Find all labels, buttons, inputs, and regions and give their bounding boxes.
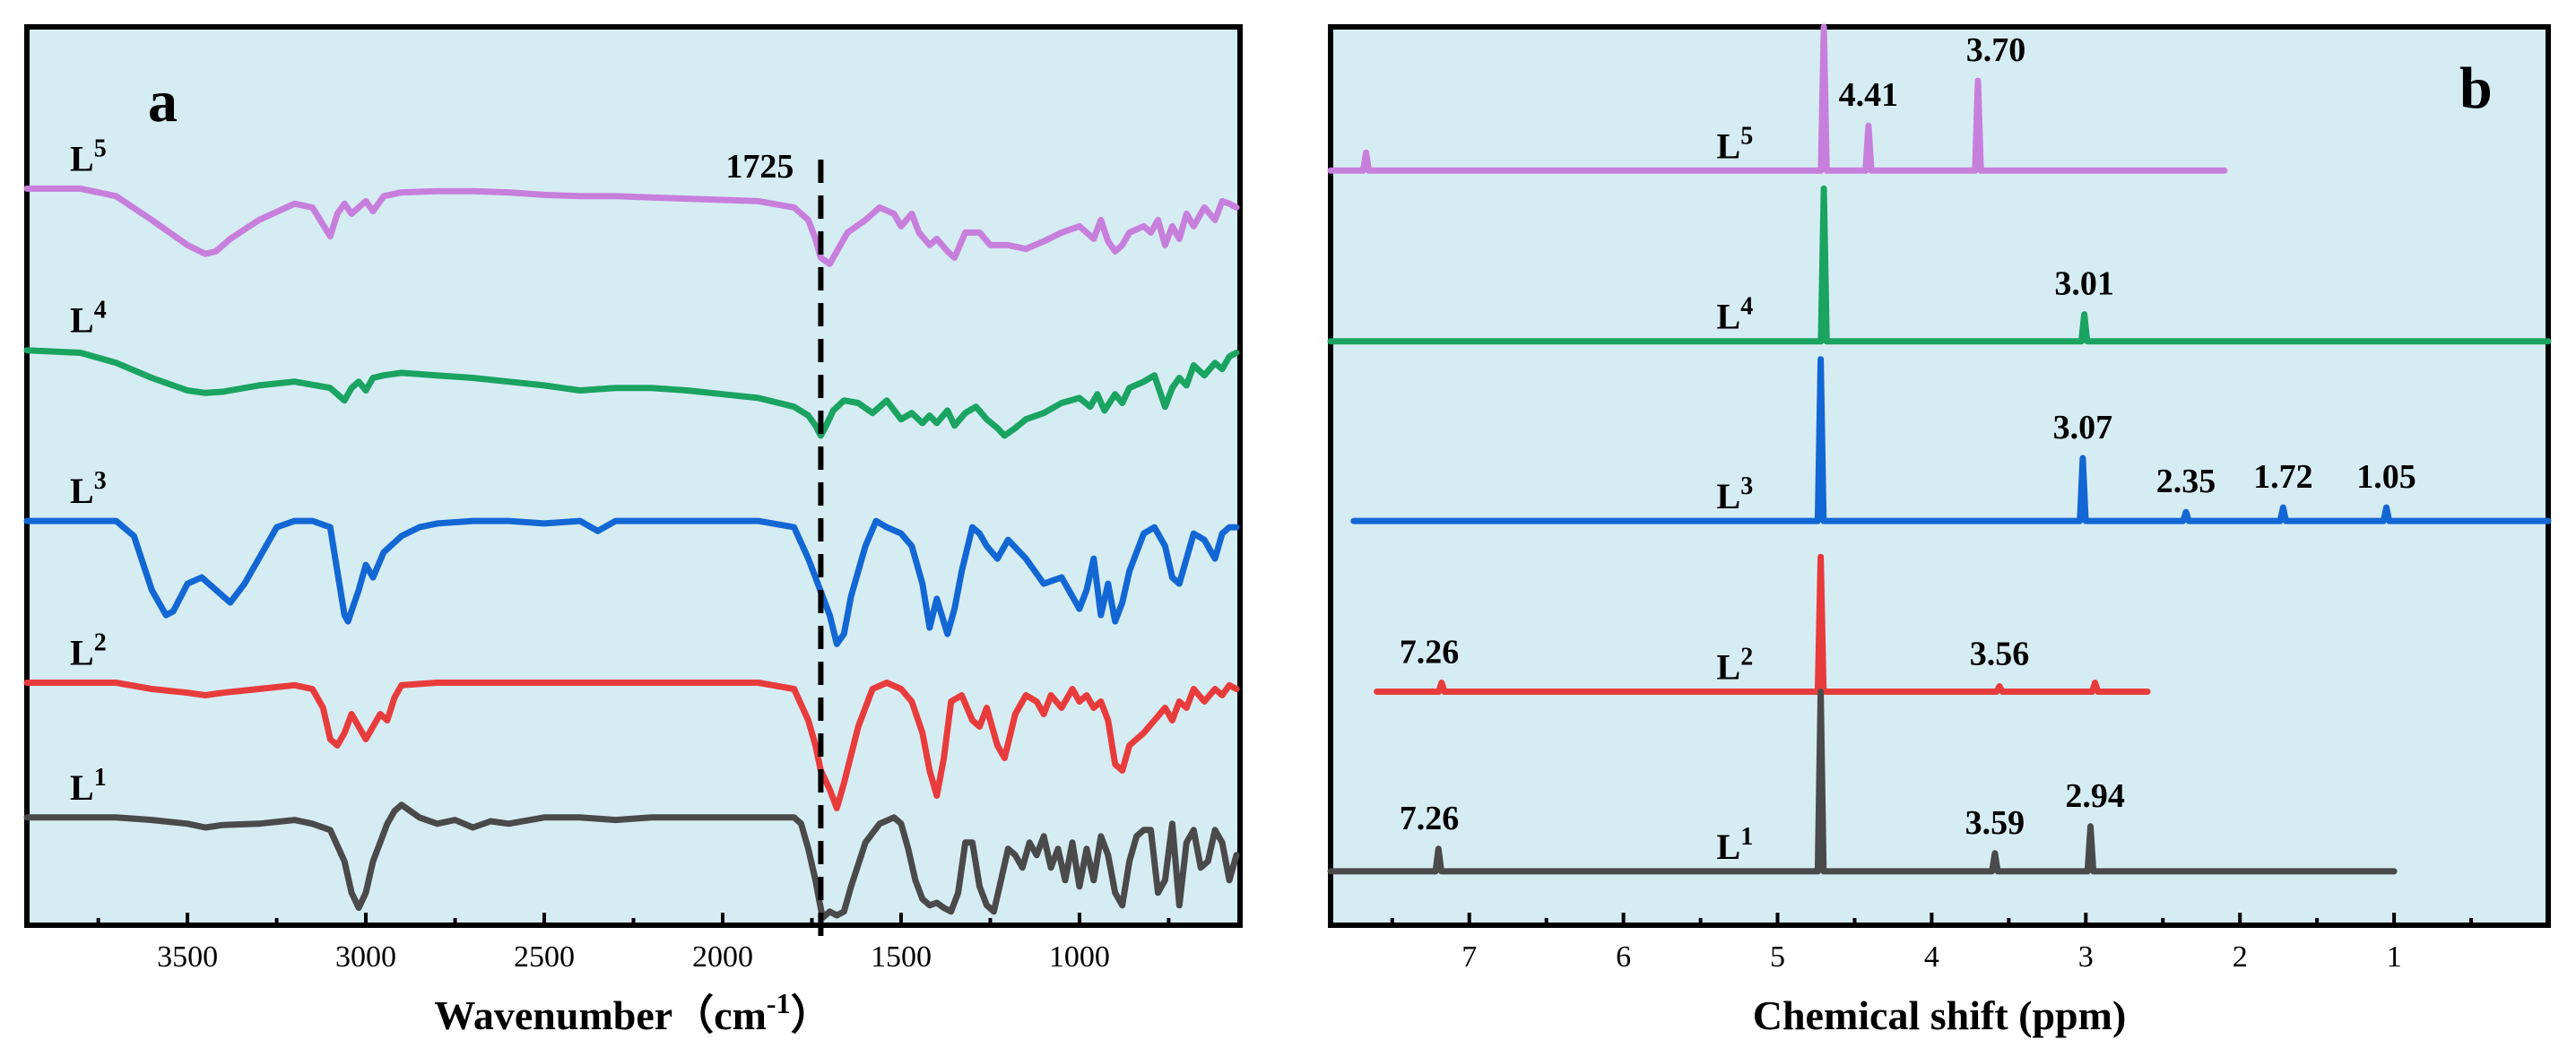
a-series-label-L3: L3	[70, 467, 107, 511]
b-peak-label: 4.41	[1839, 76, 1899, 114]
a-series-label-L1-sup: 1	[94, 764, 107, 792]
panel-b-x-axis-title: Chemical shift (ppm)	[1753, 992, 2127, 1038]
a-series-label-L1: L1	[70, 764, 107, 808]
panel-a-x-axis-title-main: Wavenumber（cm	[434, 992, 767, 1038]
b-series-label-L4-letter: L	[1717, 297, 1741, 337]
a-series-L5-line	[23, 185, 1240, 267]
a-series-label-L3-letter: L	[70, 471, 94, 511]
panel-a-x-axis-title: Wavenumber（cm-1）	[434, 987, 831, 1038]
a-series-label-L5-sup: 5	[94, 134, 107, 162]
b-peak-label: 7.26	[1400, 633, 1460, 671]
b-peak-label: 3.70	[1966, 31, 2026, 69]
panel-a-x-axis-title-sup: -1	[767, 987, 791, 1019]
b-tick-label: 2	[2233, 940, 2248, 974]
a-series-label-L2-letter: L	[70, 632, 94, 672]
a-tick-label: 1500	[871, 940, 932, 974]
a-series-label-L2-sup: 2	[94, 628, 107, 656]
b-series-label-L1-letter: L	[1717, 827, 1741, 867]
b-series-L2-line	[1374, 553, 2151, 695]
b-tick-label: 3	[2078, 940, 2094, 974]
b-peak-label: 1.05	[2356, 458, 2416, 496]
a-series-L1-line	[23, 801, 1240, 922]
a-tick-label: 3000	[335, 940, 396, 974]
a-tick-label: 2000	[692, 940, 753, 974]
b-peak-label: 2.94	[2065, 777, 2125, 815]
a-series-label-L5: L5	[70, 134, 107, 178]
b-peak-label: 3.56	[1970, 635, 2030, 672]
a-series-L2-line	[23, 680, 1240, 811]
b-peak-label: 3.07	[2053, 409, 2113, 446]
b-series-label-L5-letter: L	[1717, 126, 1741, 166]
a-tick-label: 2500	[514, 940, 575, 974]
b-series-label-L3-sup: 3	[1740, 472, 1753, 500]
a-marker-label: 1725	[725, 148, 794, 186]
b-series-label-L1: L1	[1717, 823, 1754, 867]
panel-b-curves	[1327, 23, 2552, 875]
a-series-label-L1-letter: L	[70, 767, 94, 808]
b-series-label-L4-sup: 4	[1740, 293, 1753, 321]
b-series-label-L2-sup: 2	[1740, 643, 1753, 671]
a-series-label-L4-letter: L	[70, 300, 94, 341]
a-series-label-L5-letter: L	[70, 138, 94, 178]
a-series-label-L3-sup: 3	[94, 467, 107, 495]
b-series-label-L1-sup: 1	[1740, 823, 1753, 851]
b-peak-label: 3.01	[2054, 265, 2114, 303]
panel-a-curves	[23, 185, 1240, 922]
panel-b-peak-annotations: 4.41 3.70 3.01 3.07 2.35 1.72 1.05 7.26 3.56 7.26…	[1400, 31, 2416, 842]
b-series-label-L3: L3	[1717, 472, 1754, 516]
b-series-L3-line	[1350, 356, 2552, 524]
panel-a-letter: a	[148, 69, 178, 134]
panel-b-x-ticks: 7 6 5 4 3 2 1	[1390, 913, 2474, 974]
b-series-label-L2: L2	[1717, 643, 1754, 687]
b-series-label-L2-letter: L	[1717, 646, 1741, 687]
panel-a-marker: 1725	[725, 148, 824, 936]
b-tick-label: 6	[1616, 940, 1631, 974]
b-series-L4-line	[1327, 185, 2552, 345]
b-series-label-L3-letter: L	[1717, 476, 1741, 516]
b-tick-label: 7	[1461, 940, 1477, 974]
b-peak-label: 3.59	[1965, 804, 2025, 842]
panel-a-x-ticks: 3500 3000 2500 2000 1500 1000	[96, 913, 1171, 974]
b-series-L1-line	[1327, 689, 2398, 875]
b-peak-label: 2.35	[2156, 463, 2216, 500]
b-series-label-L5: L5	[1717, 122, 1754, 166]
b-series-L5-line	[1327, 23, 2228, 174]
panel-a-x-axis-title-close: ）	[791, 992, 832, 1038]
b-tick-label: 5	[1770, 940, 1785, 974]
a-series-L4-line	[23, 347, 1240, 439]
a-series-label-L4-sup: 4	[94, 297, 107, 325]
a-series-label-L4: L4	[70, 297, 107, 341]
b-peak-label: 1.72	[2253, 458, 2313, 496]
panel-b-plot-area	[1328, 24, 2551, 928]
a-tick-label: 3500	[157, 940, 218, 974]
b-peak-label: 7.26	[1400, 800, 1460, 837]
b-series-label-L5-sup: 5	[1740, 122, 1753, 150]
panel-a-plot-area	[24, 24, 1243, 928]
panel-b-letter: b	[2459, 56, 2493, 121]
a-series-L3-line	[23, 517, 1240, 647]
a-tick-label: 1000	[1049, 940, 1110, 974]
a-series-label-L2: L2	[70, 628, 107, 672]
b-tick-label: 4	[1924, 940, 1939, 974]
b-tick-label: 1	[2387, 940, 2402, 974]
b-series-label-L4: L4	[1717, 293, 1754, 337]
